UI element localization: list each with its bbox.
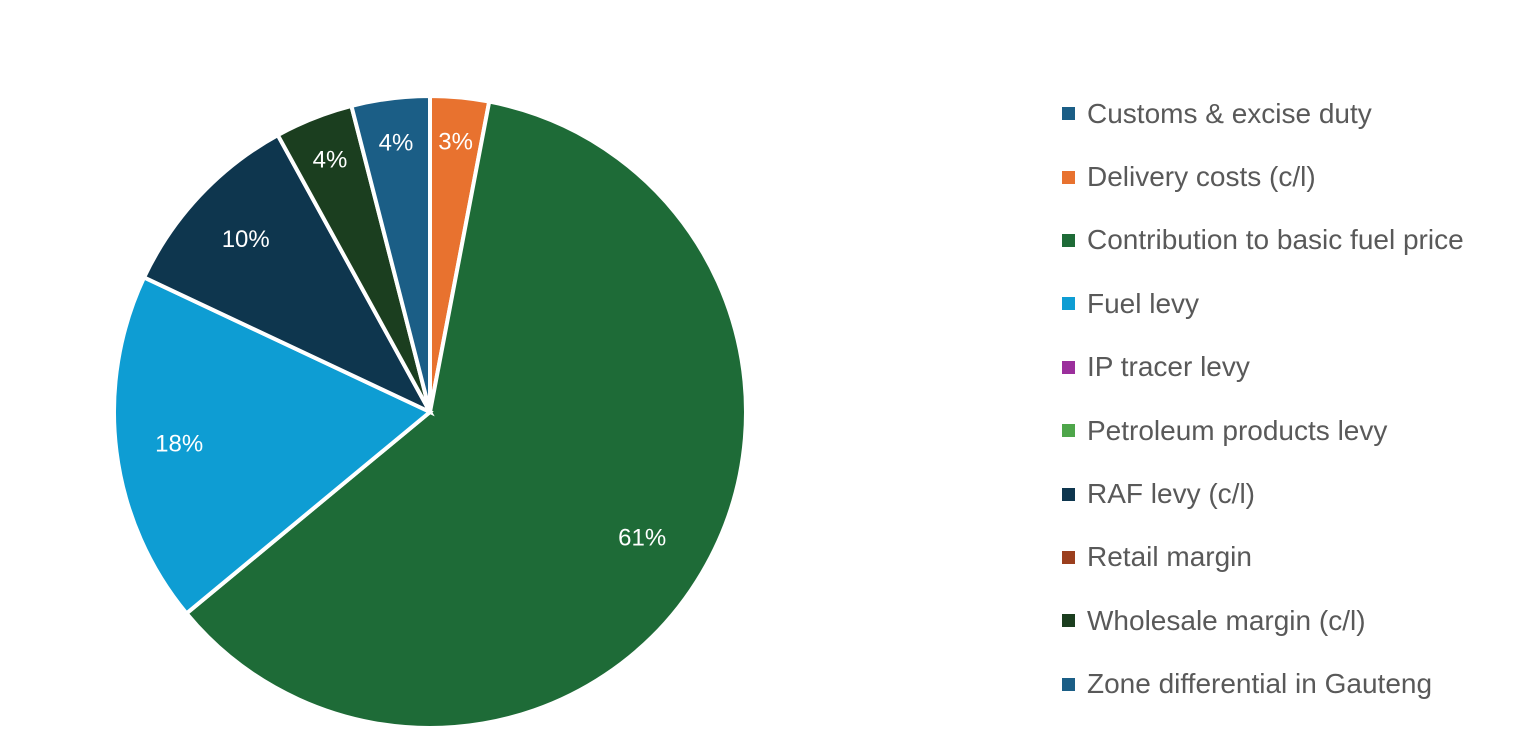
- legend-label: Contribution to basic fuel price: [1087, 224, 1464, 256]
- legend: Customs & excise duty Delivery costs (c/l…: [1062, 82, 1464, 716]
- legend-label: Zone differential in Gauteng: [1087, 668, 1433, 700]
- legend-item: Delivery costs (c/l): [1062, 145, 1464, 208]
- slice-data-label: 4%: [313, 146, 348, 173]
- legend-label: RAF levy (c/l): [1087, 478, 1255, 510]
- legend-label: Delivery costs (c/l): [1087, 161, 1316, 193]
- legend-label: Customs & excise duty: [1087, 97, 1372, 129]
- legend-item: RAF levy (c/l): [1062, 462, 1464, 525]
- legend-item: Wholesale margin (c/l): [1062, 589, 1464, 652]
- legend-swatch: [1062, 170, 1075, 184]
- legend-item: Retail margin: [1062, 526, 1464, 589]
- slice-data-label: 10%: [222, 226, 270, 253]
- legend-item: Contribution to basic fuel price: [1062, 209, 1464, 272]
- slice-data-label: 4%: [379, 129, 414, 156]
- pie-slice: [141, 132, 435, 417]
- legend-swatch: [1062, 677, 1075, 691]
- legend-item: IP tracer levy: [1062, 336, 1464, 399]
- legend-swatch: [1062, 107, 1075, 121]
- pie-slice: [112, 274, 434, 617]
- legend-label: Wholesale margin (c/l): [1087, 604, 1366, 636]
- slice-data-label: 18%: [155, 431, 203, 458]
- legend-label: Fuel levy: [1087, 287, 1200, 319]
- legend-swatch: [1062, 233, 1075, 247]
- pie-slice: [183, 99, 748, 730]
- legend-item: Zone differential in Gauteng: [1062, 653, 1464, 716]
- slice-data-label: 3%: [438, 128, 473, 155]
- legend-item: Customs & excise duty: [1062, 82, 1464, 145]
- legend-label: IP tracer levy: [1087, 351, 1250, 383]
- legend-item: Petroleum products levy: [1062, 399, 1464, 462]
- pie-slice: [348, 93, 432, 413]
- legend-label: Petroleum products levy: [1087, 414, 1388, 446]
- slice-data-label: 61%: [618, 524, 666, 551]
- legend-swatch: [1062, 360, 1075, 374]
- legend-label: Retail margin: [1087, 541, 1252, 573]
- legend-swatch: [1062, 550, 1075, 564]
- legend-swatch: [1062, 424, 1075, 438]
- legend-swatch: [1062, 297, 1075, 311]
- legend-swatch: [1062, 614, 1075, 628]
- legend-swatch: [1062, 487, 1075, 501]
- legend-item: Fuel levy: [1062, 272, 1464, 335]
